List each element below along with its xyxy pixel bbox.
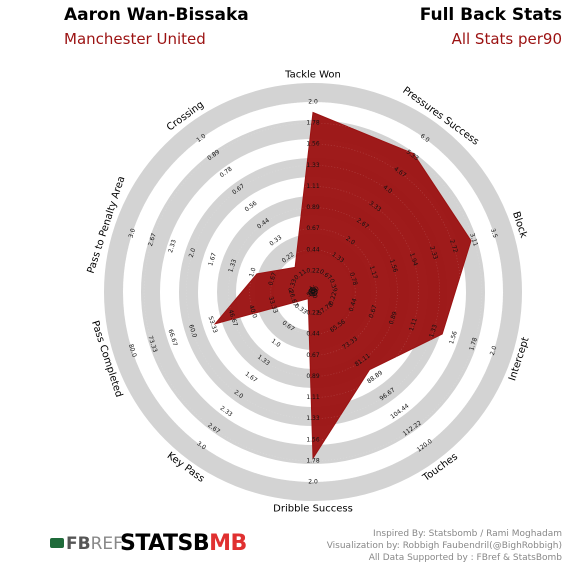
axis-label: Tackle Won <box>284 70 341 81</box>
tick-label: 1.11 <box>306 183 320 190</box>
fbref-icon <box>50 538 64 548</box>
statsbomb-logo-text-b: MB <box>209 531 247 556</box>
tick-label: 1.56 <box>306 141 320 148</box>
tick-label: 0.89 <box>306 204 320 211</box>
axis-label: Dribble Success <box>273 504 353 515</box>
tick-label: 0.89 <box>306 373 320 380</box>
tick-label: 2.0 <box>308 479 318 486</box>
credit-line-3: All Data Supported by : FBref & StatsBom… <box>327 552 562 564</box>
tick-label: 0.67 <box>306 352 320 359</box>
tick-label: 1.33 <box>306 162 320 169</box>
tick-label: 53.33 <box>207 315 219 334</box>
tick-label: 0.22 <box>306 310 320 317</box>
tick-label: 3.0 <box>127 228 137 239</box>
credits: Inspired By: Statsbomb / Rami Moghadam V… <box>327 528 562 564</box>
tick-label: 1.33 <box>306 415 320 422</box>
tick-label: 1.56 <box>306 436 320 443</box>
credit-line-2: Visualization by: Robbigh Faubendril(@Bi… <box>327 540 562 552</box>
fbref-logo: FBREF <box>50 534 123 554</box>
tick-label: 1.78 <box>306 457 320 464</box>
tick-label: 1.78 <box>306 120 320 127</box>
tick-label: 1.67 <box>207 252 218 267</box>
tick-label: 1.67 <box>244 371 259 385</box>
statsbomb-logo: STATSBMB <box>120 531 247 556</box>
credit-line-1: Inspired By: Statsbomb / Rami Moghadam <box>327 528 562 540</box>
tick-label: 1.11 <box>306 394 320 401</box>
tick-label: 0.44 <box>306 246 320 253</box>
tick-label: 0.67 <box>306 225 320 232</box>
statsbomb-logo-text-a: STATSB <box>120 531 209 556</box>
fbref-logo-text-b: REF <box>91 534 123 554</box>
tick-label: 0.56 <box>244 200 259 214</box>
tick-label: 0.44 <box>306 331 320 338</box>
fbref-logo-text-a: FB <box>66 534 91 554</box>
tick-label: 2.0 <box>308 99 318 106</box>
